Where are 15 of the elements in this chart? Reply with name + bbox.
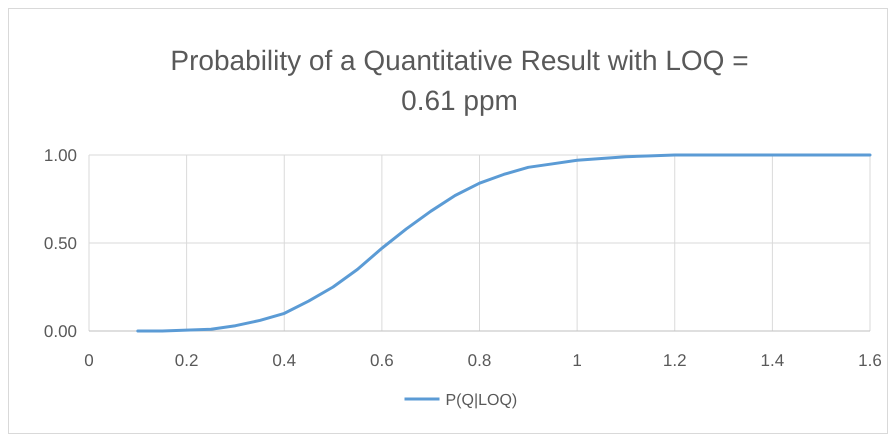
x-tick-label: 1.6 [858,351,882,370]
x-tick-label: 0.4 [272,351,296,370]
x-tick-label: 0 [84,351,94,370]
legend-label: P(Q|LOQ) [446,392,518,409]
chart-title: Probability of a Quantitative Result with LOQ = 0.61 ppm [170,45,749,116]
x-tick-label: 1 [572,351,582,370]
y-tick-label: 0.00 [44,322,77,341]
x-tick-label: 1.2 [662,351,687,370]
x-tick-label: 0.8 [468,351,492,370]
x-tick-label: 0.2 [174,351,198,370]
x-tick-label: 0.6 [370,351,394,370]
y-tick-label: 0.50 [44,234,77,253]
x-tick-label: 1.4 [760,351,784,370]
y-tick-label: 1.00 [44,146,77,165]
line-series [136,154,872,332]
